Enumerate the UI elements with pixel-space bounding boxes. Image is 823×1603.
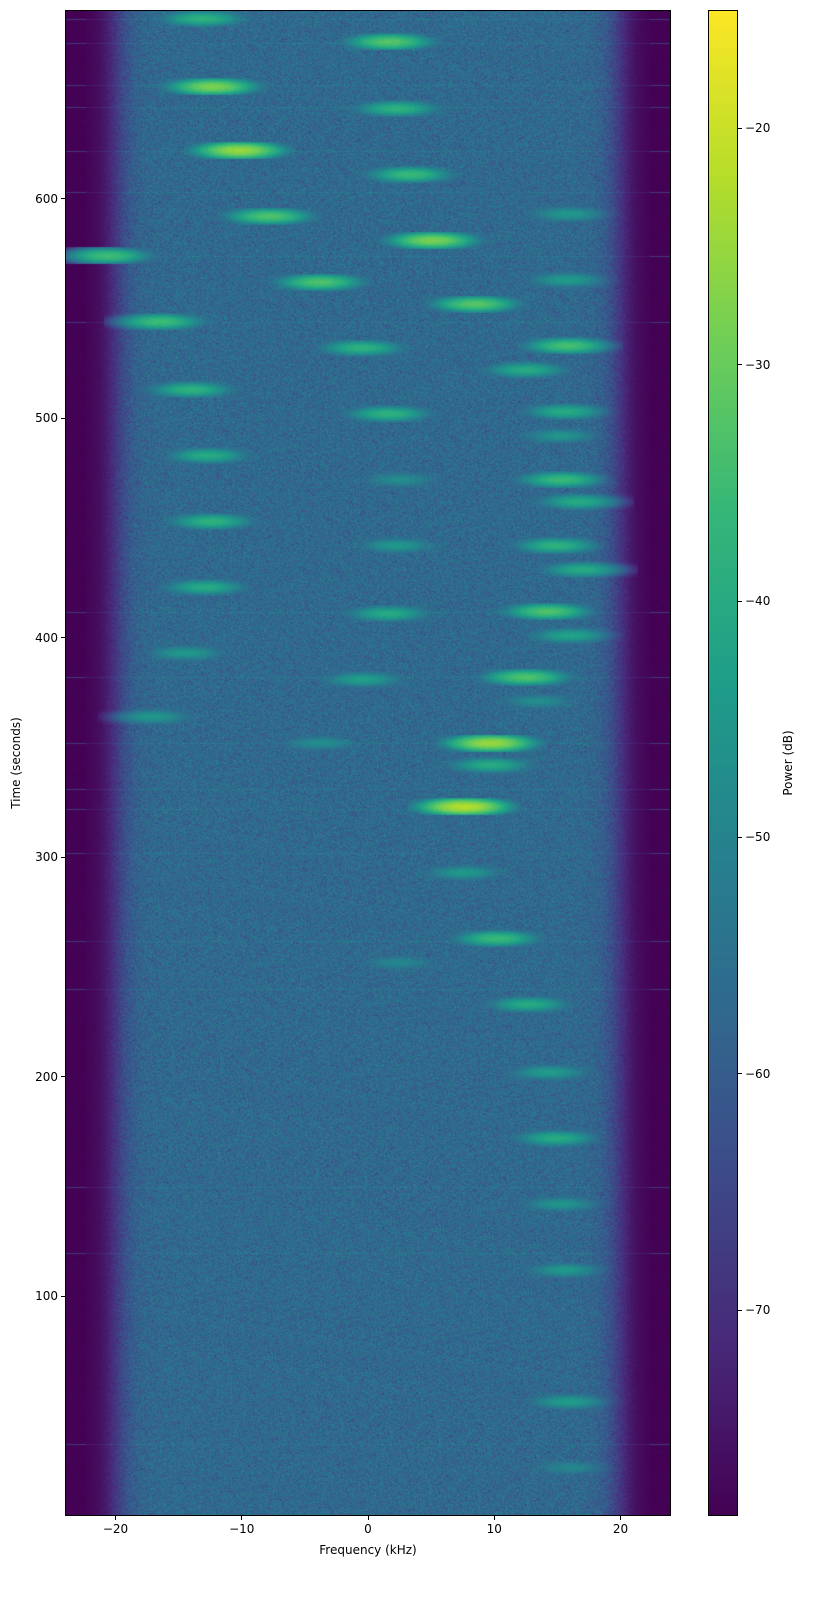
colorbar-tick-label: −60 xyxy=(745,1066,771,1081)
colorbar-tick-label: −40 xyxy=(745,594,771,609)
colorbar-tick-mark xyxy=(738,1073,742,1075)
y-tick-label: 600 xyxy=(35,191,58,206)
x-tick-mark xyxy=(493,1516,495,1520)
y-tick-label: 400 xyxy=(35,630,58,645)
colorbar-label: Power (dB) xyxy=(781,730,795,796)
x-tick-label: −10 xyxy=(229,1522,255,1536)
colorbar-tick-mark xyxy=(738,600,742,602)
colorbar xyxy=(708,10,738,1516)
x-tick-mark xyxy=(241,1516,243,1520)
spectrogram-image xyxy=(65,10,671,1516)
y-tick-label: 500 xyxy=(35,411,58,426)
x-tick-label: 20 xyxy=(612,1522,629,1536)
colorbar-tick-mark xyxy=(738,1309,742,1311)
x-tick-label: −20 xyxy=(102,1522,129,1536)
x-tick-label: 10 xyxy=(486,1522,502,1536)
x-tick-label: 0 xyxy=(364,1522,372,1536)
colorbar-tick-label: −30 xyxy=(745,357,771,372)
colorbar-tick-mark xyxy=(738,836,742,838)
x-tick-mark xyxy=(367,1516,369,1520)
y-tick-label: 200 xyxy=(35,1069,58,1084)
x-axis-label: Frequency (kHz) xyxy=(319,1543,417,1557)
y-tick-label: 100 xyxy=(35,1289,58,1304)
colorbar-tick-label: −70 xyxy=(745,1303,771,1318)
y-axis-label: Time (seconds) xyxy=(9,717,23,809)
colorbar-tick-mark xyxy=(738,364,742,366)
y-tick-label: 300 xyxy=(35,850,58,865)
x-tick-mark xyxy=(620,1516,621,1520)
x-tick-mark xyxy=(115,1516,116,1520)
colorbar-tick-mark xyxy=(738,127,742,129)
colorbar-tick-label: −20 xyxy=(745,121,771,136)
colorbar-tick-label: −50 xyxy=(745,830,771,845)
